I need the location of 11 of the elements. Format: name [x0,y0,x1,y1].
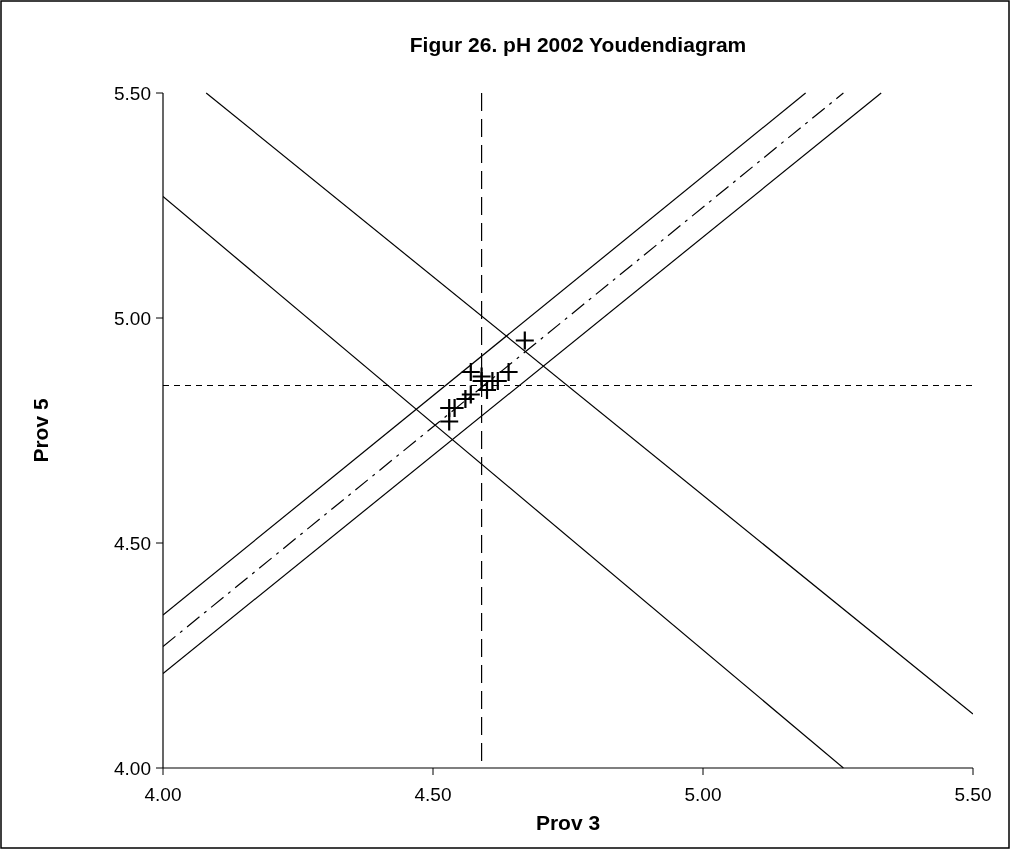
y-axis-title: Prov 5 [29,398,52,463]
x-tick-label: 4.50 [414,784,452,805]
x-tick-label: 5.00 [684,784,722,805]
x-tick-label: 5.50 [954,784,992,805]
x-axis-title: Prov 3 [535,811,601,834]
chart-title: Figur 26. pH 2002 Youdendiagram [409,33,747,56]
y-tick-label: 5.00 [114,307,151,329]
y-tick-label: 5.50 [114,82,151,104]
y-tick-label: 4.50 [114,532,151,554]
x-tick-label: 4.00 [144,784,182,805]
y-tick-label: 4.00 [114,757,151,779]
